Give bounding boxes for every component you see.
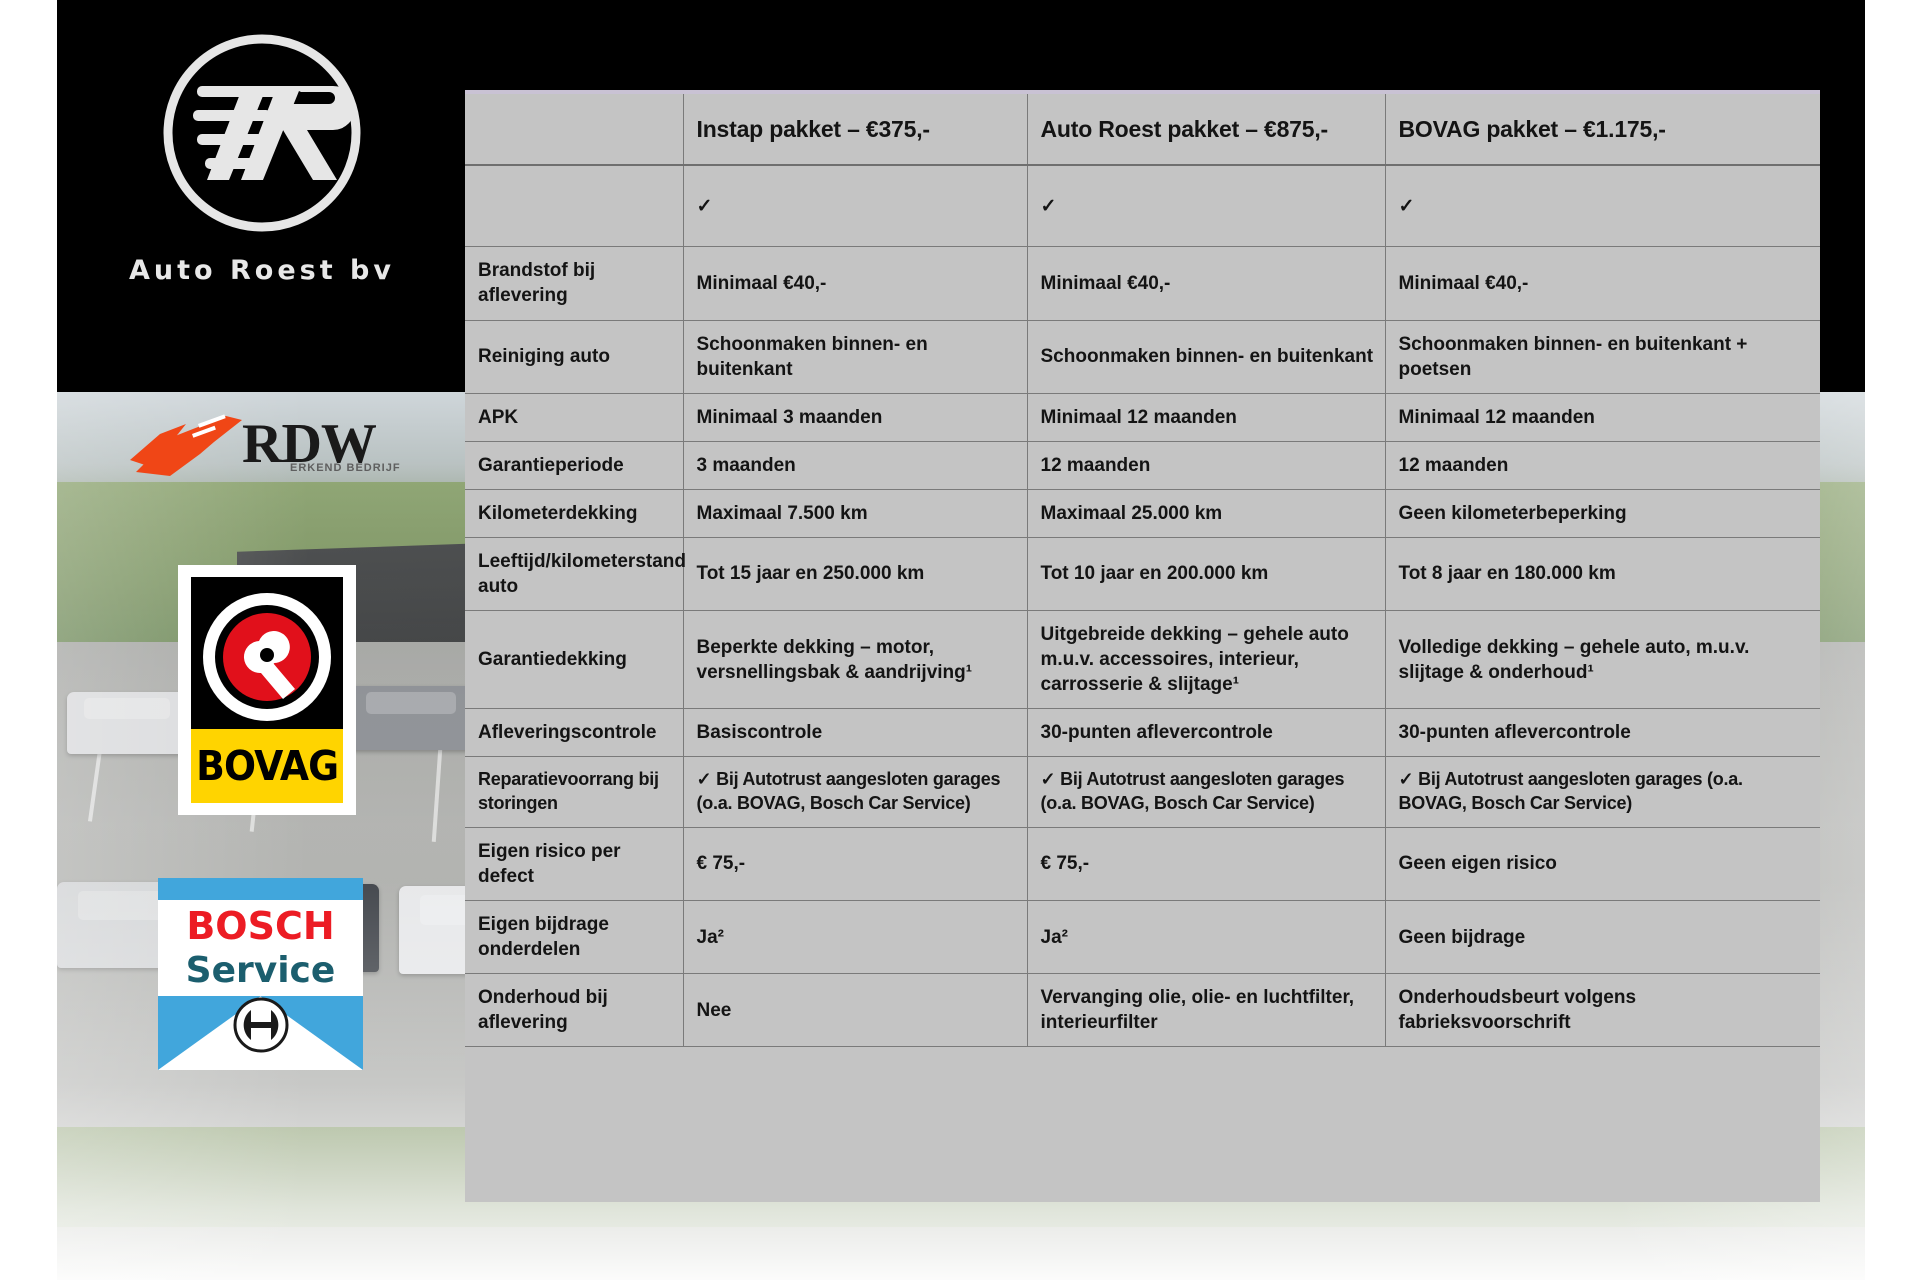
feature-label: Kilometerdekking — [465, 489, 684, 538]
value-bovag: Onderhoudsbeurt volgens fabrieksvoorschr… — [1385, 973, 1820, 1048]
feature-label: Garantieperiode — [465, 441, 684, 490]
feature-label: Afleveringscontrole — [465, 708, 684, 758]
value-bovag: Tot 8 jaar en 180.000 km — [1385, 537, 1820, 612]
value-autoroest: 30-punten aflevercontrole — [1027, 708, 1386, 758]
value-bovag: 30-punten aflevercontrole — [1385, 708, 1820, 758]
value-instap: Minimaal €40,- — [683, 246, 1028, 321]
value-instap: Ja² — [683, 900, 1028, 975]
value-autoroest: Schoonmaken binnen- en buitenkant — [1027, 320, 1386, 394]
brand-name: Auto Roest bv — [129, 255, 395, 286]
value-bovag: Geen bijdrage — [1385, 900, 1820, 975]
feature-label: Leeftijd/kilometerstand auto — [465, 537, 686, 612]
value-bovag: Geen kilometerbeperking — [1385, 489, 1820, 538]
value-instap: ✓ Bij Autotrust aangesloten garages (o.a… — [683, 756, 1028, 828]
table-row: Reparatievoorrang bij storingen ✓ Bij Au… — [465, 756, 1820, 828]
value-bovag: Volledige dekking – gehele auto, m.u.v. … — [1385, 610, 1820, 710]
feature-label: Brandstof bij aflevering — [465, 246, 684, 321]
value-autoroest: Minimaal 12 maanden — [1027, 393, 1386, 442]
value-bovag: ✓ Bij Autotrust aangesloten garages (o.a… — [1385, 756, 1820, 828]
value-instap: Beperkte dekking – motor, versnellingsba… — [683, 610, 1028, 710]
bosch-service-wordmark: Service — [185, 950, 336, 991]
feature-label: Reparatievoorrang bij storingen — [465, 756, 684, 828]
header-package-autoroest: Auto Roest pakket – €875,- — [1027, 94, 1386, 167]
feature-label: Eigen bijdrage onderdelen — [465, 900, 684, 975]
table-header-row: Instap pakket – €375,- Auto Roest pakket… — [465, 94, 1820, 167]
table-row: Garantiedekking Beperkte dekking – motor… — [465, 610, 1820, 710]
bosch-top-band — [158, 878, 363, 900]
comparison-table: Instap pakket – €375,- Auto Roest pakket… — [465, 94, 1820, 1048]
value-bovag: 12 maanden — [1385, 441, 1820, 490]
value-autoroest: Ja² — [1027, 900, 1386, 975]
value-instap: Tot 15 jaar en 250.000 km — [683, 537, 1028, 612]
auto-roest-circle-logo — [157, 28, 367, 238]
feature-label: Onderhoud bij aflevering — [465, 973, 684, 1048]
table-row: Eigen risico per defect € 75,- € 75,- Ge… — [465, 827, 1820, 902]
value-instap: € 75,- — [683, 827, 1028, 902]
value-autoroest: 12 maanden — [1027, 441, 1386, 490]
value-instap: Minimaal 3 maanden — [683, 393, 1028, 442]
value-instap: Nee — [683, 973, 1028, 1048]
bosch-wordmark: BOSCH — [186, 904, 335, 948]
rdw-wordmark: RDW — [242, 413, 377, 475]
bovag-logo: BOVAG — [178, 565, 356, 815]
table-row: Leeftijd/kilometerstand auto Tot 15 jaar… — [465, 537, 1820, 612]
header-feature-col — [465, 94, 684, 167]
bovag-inner-panel: BOVAG — [191, 577, 343, 803]
header-package-instap: Instap pakket – €375,- — [683, 94, 1028, 167]
package-comparison-table: Instap pakket – €375,- Auto Roest pakket… — [465, 90, 1820, 1202]
bosch-armature-icon — [232, 996, 290, 1054]
bovag-wordmark-band: BOVAG — [191, 729, 343, 803]
feature-label: Eigen risico per defect — [465, 827, 684, 902]
table-row: Reiniging auto Schoonmaken binnen- en bu… — [465, 320, 1820, 394]
value-bovag: Minimaal 12 maanden — [1385, 393, 1820, 442]
table-row: Eigen bijdrage onderdelen Ja² Ja² Geen b… — [465, 900, 1820, 975]
bovag-mark-icon — [199, 589, 335, 725]
bosch-service-logo: BOSCH Service — [158, 878, 363, 1070]
feature-label — [465, 165, 684, 248]
table-row: APK Minimaal 3 maanden Minimaal 12 maand… — [465, 393, 1820, 442]
brand-panel: Auto Roest bv — [57, 0, 467, 392]
value-autoroest: Tot 10 jaar en 200.000 km — [1027, 537, 1386, 612]
feature-label: Garantiedekking — [465, 610, 684, 710]
bovag-wordmark: BOVAG — [196, 742, 339, 790]
value-autoroest: Uitgebreide dekking – gehele auto m.u.v.… — [1027, 610, 1386, 710]
table-row: Garantieperiode 3 maanden 12 maanden 12 … — [465, 441, 1820, 490]
feature-label: Reiniging auto — [465, 320, 684, 394]
value-instap: Maximaal 7.500 km — [683, 489, 1028, 538]
value-instap: 3 maanden — [683, 441, 1028, 490]
check-autoroest: ✓ — [1027, 165, 1386, 248]
value-autoroest: ✓ Bij Autotrust aangesloten garages (o.a… — [1027, 756, 1386, 828]
check-bovag: ✓ — [1385, 165, 1820, 248]
value-instap: Basiscontrole — [683, 708, 1028, 758]
value-bovag: Minimaal €40,- — [1385, 246, 1820, 321]
table-row: Afleveringscontrole Basiscontrole 30-pun… — [465, 708, 1820, 758]
table-row: Onderhoud bij aflevering Nee Vervanging … — [465, 973, 1820, 1048]
feature-label: APK — [465, 393, 684, 442]
rdw-subtext: ERKEND BEDRIJF — [290, 462, 401, 474]
header-package-bovag: BOVAG pakket – €1.175,- — [1385, 94, 1820, 167]
value-autoroest: Minimaal €40,- — [1027, 246, 1386, 321]
value-autoroest: Vervanging olie, olie- en luchtfilter, i… — [1027, 973, 1386, 1048]
table-row: Kilometerdekking Maximaal 7.500 km Maxim… — [465, 489, 1820, 538]
check-instap: ✓ — [683, 165, 1028, 248]
value-instap: Schoonmaken binnen- en buitenkant — [683, 320, 1028, 394]
value-autoroest: Maximaal 25.000 km — [1027, 489, 1386, 538]
rdw-logo: RDW ERKEND BEDRIJF — [130, 404, 410, 484]
table-row: Brandstof bij aflevering Minimaal €40,- … — [465, 246, 1820, 321]
value-bovag: Geen eigen risico — [1385, 827, 1820, 902]
table-row: ✓ ✓ ✓ — [465, 165, 1820, 248]
value-bovag: Schoonmaken binnen- en buitenkant + poet… — [1385, 320, 1820, 394]
value-autoroest: € 75,- — [1027, 827, 1386, 902]
